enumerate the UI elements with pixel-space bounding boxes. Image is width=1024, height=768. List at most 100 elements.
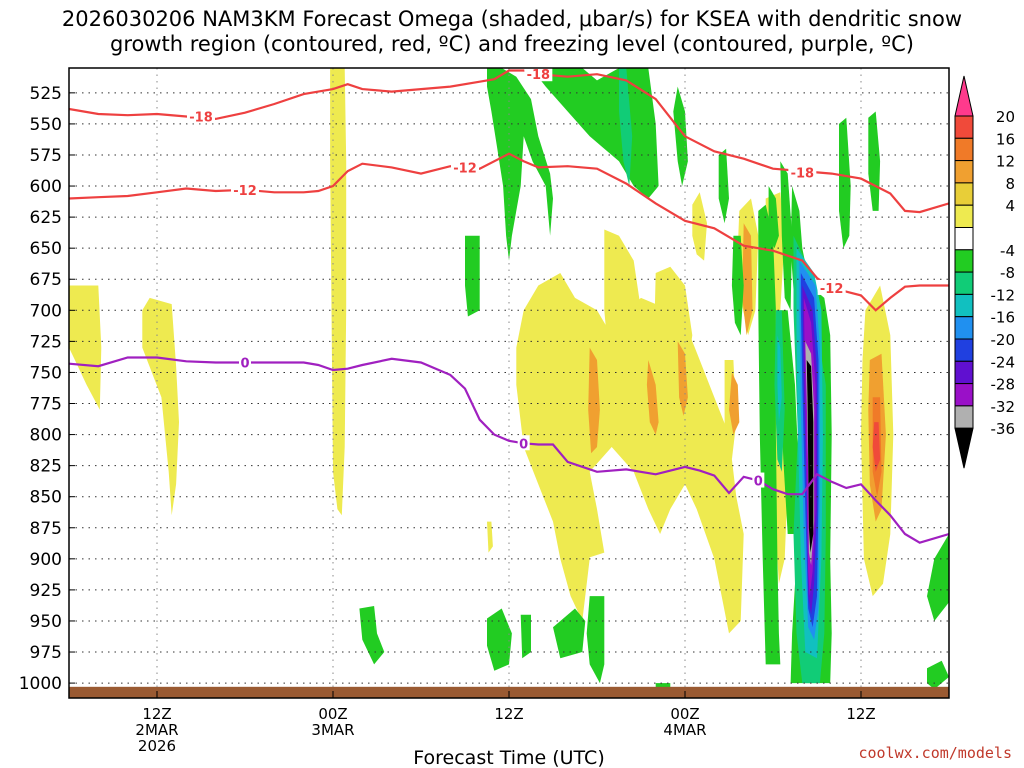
x-tick-label-42-1: 4MAR <box>663 721 706 739</box>
colorbar-swatch-14 <box>954 405 974 429</box>
colorbar-swatch-5 <box>954 204 974 228</box>
contour-label-6: 0 <box>240 356 249 371</box>
contour-label-bg-8 <box>752 472 765 488</box>
colorbar-tick-0: 20 <box>996 108 1015 126</box>
omega-region-41 <box>927 660 949 690</box>
colorbar-tick-3: 8 <box>1005 175 1015 193</box>
colorbar-tick-1: 16 <box>996 130 1015 148</box>
contour-label-3: -12 <box>233 184 257 199</box>
colorbar-tick-9: -20 <box>991 331 1016 349</box>
colorbar-tick-2: 12 <box>996 153 1015 171</box>
y-tick-label-850: 850 <box>30 488 62 508</box>
y-tick-label-725: 725 <box>30 332 62 352</box>
y-tick-label-675: 675 <box>30 270 62 290</box>
y-tick-label-925: 925 <box>30 581 62 601</box>
omega-region-28 <box>780 161 793 311</box>
contour-label-bg-7 <box>517 435 530 451</box>
colorbar-tick-8: -16 <box>991 309 1016 327</box>
colorbar-swatch-7 <box>954 249 974 273</box>
contour-label-0: -18 <box>189 110 213 125</box>
colorbar-tick-6: -8 <box>1000 264 1015 282</box>
omega-region-1 <box>142 297 179 516</box>
contour-label-bg-0 <box>187 108 215 124</box>
omega-region-0 <box>69 285 102 410</box>
contour-labels: -18 -18 -18 -12 -12 -12 0 0 0 <box>187 66 846 490</box>
colorbar-swatch-6 <box>954 227 974 251</box>
x-tick-label-6-2: 2026 <box>138 737 176 755</box>
colorbar-swatch-2 <box>954 137 974 162</box>
colorbar-swatch-13 <box>954 383 974 407</box>
grid-lines <box>69 68 949 698</box>
omega-region-24 <box>673 86 688 186</box>
colorbar-tick-12: -32 <box>991 398 1016 416</box>
omega-region-31 <box>731 235 744 336</box>
colorbar-swatch-9 <box>954 293 974 318</box>
y-tick-label-875: 875 <box>30 519 62 539</box>
chart-title-line-2: growth region (contoured, red, ºC) and f… <box>110 32 914 56</box>
omega-region-16 <box>677 341 688 416</box>
colorbar-swatch-1 <box>954 115 974 139</box>
x-tick-label-54-0: 12Z <box>846 705 875 723</box>
colorbar-tick-11: -28 <box>991 376 1016 394</box>
colorbar-swatch-3 <box>954 160 974 184</box>
y-tick-label-750: 750 <box>30 363 62 383</box>
omega-region-37 <box>520 614 531 659</box>
omega-region-32 <box>768 186 779 249</box>
omega-region-53 <box>806 360 814 553</box>
y-tick-label-600: 600 <box>30 177 62 197</box>
omega-region-7 <box>692 192 707 261</box>
omega-region-13 <box>487 521 493 553</box>
colorbar-tick-7: -12 <box>991 286 1016 304</box>
omega-region-39 <box>586 596 605 684</box>
x-tick-label-18-1: 3MAR <box>311 721 354 739</box>
colorbar-tick-5: -4 <box>1000 242 1015 260</box>
omega-region-38 <box>553 608 586 659</box>
omega-region-4 <box>567 459 605 559</box>
colorbar-tick-13: -36 <box>991 420 1016 438</box>
omega-region-18 <box>729 372 740 435</box>
x-tick-label-6-1: 2MAR <box>135 721 178 739</box>
x-tick-label-18-0: 00Z <box>318 705 347 723</box>
colorbar-swatch-11 <box>954 338 974 362</box>
y-tick-label-700: 700 <box>30 301 62 321</box>
y-tick-label-775: 775 <box>30 395 62 415</box>
omega-region-29 <box>839 117 851 249</box>
colorbar-swatch-4 <box>954 182 974 206</box>
y-tick-label-650: 650 <box>30 239 62 259</box>
y-tick-label-825: 825 <box>30 457 62 477</box>
omega-region-34 <box>465 235 480 317</box>
y-tick-label-1000: 1000 <box>19 674 62 694</box>
contour-label-5: -12 <box>820 282 844 297</box>
colorbar-tick-4: 4 <box>1005 197 1015 215</box>
contour-label-bg-4 <box>451 159 479 175</box>
contour-label-4: -12 <box>453 161 477 176</box>
colorbar-top-triangle <box>954 75 974 117</box>
omega-region-47 <box>777 335 782 423</box>
omega-region-25 <box>758 204 781 665</box>
omega-region-21 <box>872 422 881 472</box>
omega-region-43 <box>619 68 633 186</box>
y-axis-ticks: 525 550 575 600 625 650 675 700 725 750 775 800 825 8… <box>19 84 75 694</box>
credit-text: coolwx.com/models <box>858 744 1012 762</box>
omega-region-40 <box>927 534 949 621</box>
omega-region-36 <box>487 608 512 671</box>
omega-region-33 <box>718 148 729 224</box>
omega-region-17 <box>742 223 753 336</box>
y-tick-label-800: 800 <box>30 426 62 446</box>
contour-label-8: 0 <box>754 475 763 490</box>
colorbar-swatch-8 <box>954 271 974 295</box>
omega-region-5 <box>604 229 641 385</box>
omega-region-2 <box>330 68 347 516</box>
x-axis-label: Forecast Time (UTC) <box>413 747 604 768</box>
y-tick-label-900: 900 <box>30 550 62 570</box>
x-tick-label-6-0: 12Z <box>142 705 171 723</box>
y-tick-label-525: 525 <box>30 84 62 104</box>
contour-label-bg-5 <box>817 279 846 295</box>
omega-region-30 <box>868 111 881 211</box>
contour-label-bg-6 <box>239 354 251 370</box>
y-tick-label-625: 625 <box>30 208 62 228</box>
chart-title-line-1: 2026030206 NAM3KM Forecast Omega (shaded… <box>62 7 962 31</box>
y-tick-label-975: 975 <box>30 643 62 663</box>
